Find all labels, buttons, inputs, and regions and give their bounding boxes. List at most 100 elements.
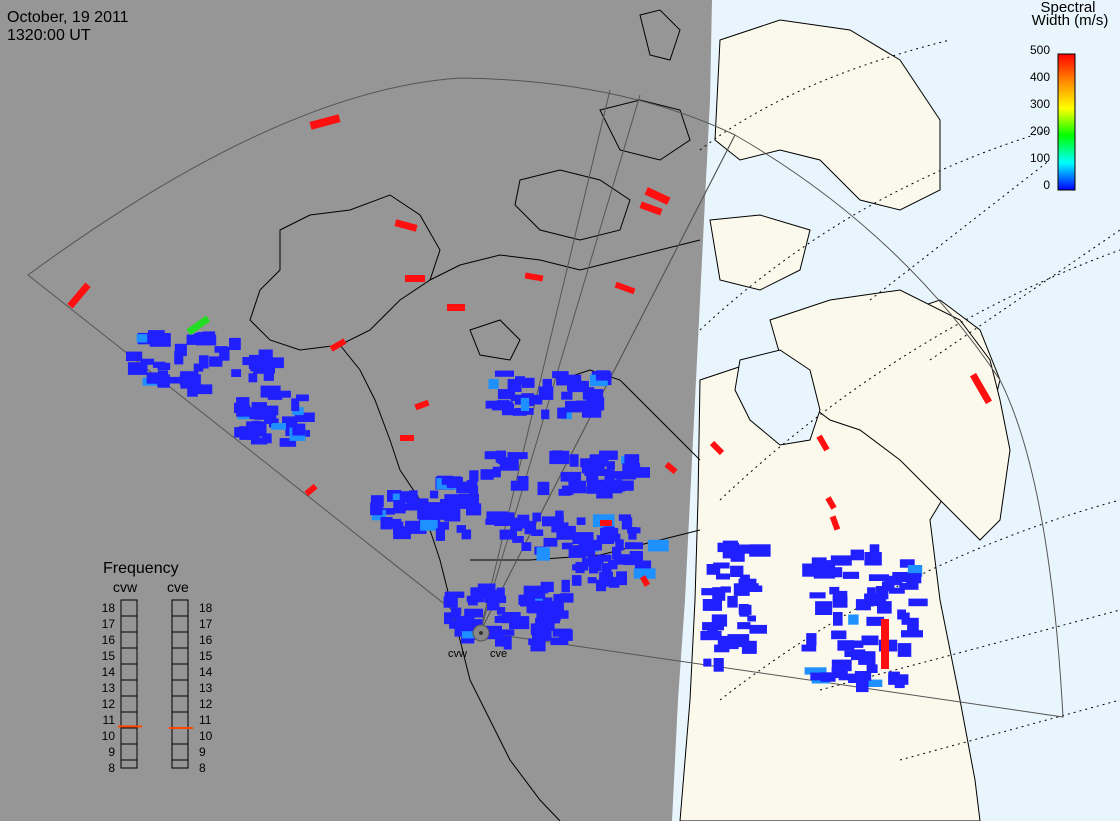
day-land-east bbox=[769, 289, 1011, 541]
echo-cell bbox=[616, 471, 637, 480]
echo-cell bbox=[296, 394, 309, 402]
echo-cell bbox=[415, 498, 429, 510]
echo-cell bbox=[455, 615, 475, 625]
echo-cell-high bbox=[304, 483, 318, 497]
echo-cell bbox=[815, 601, 833, 615]
echo-cell bbox=[499, 457, 519, 471]
echo-cell bbox=[733, 544, 752, 554]
echo-cell bbox=[703, 658, 712, 667]
echo-cell bbox=[520, 594, 531, 607]
frequency-tick-right: 9 bbox=[199, 745, 206, 759]
echo-cell bbox=[497, 389, 516, 400]
echo-cell bbox=[496, 607, 506, 615]
echo-cell bbox=[294, 412, 315, 422]
echo-cell bbox=[492, 466, 501, 478]
echo-cell bbox=[153, 361, 166, 368]
frequency-tick-right: 15 bbox=[199, 649, 213, 663]
echo-cell bbox=[370, 495, 384, 506]
echo-cell bbox=[841, 640, 864, 648]
echo-cell bbox=[560, 471, 582, 482]
echo-cell bbox=[582, 405, 602, 418]
frequency-radar-left: cvw bbox=[113, 579, 138, 595]
echo-cell bbox=[512, 408, 527, 416]
echo-cell bbox=[907, 565, 923, 577]
echo-cell bbox=[838, 673, 859, 681]
radar-site-label-right: cve bbox=[490, 648, 508, 660]
echo-cell bbox=[749, 544, 771, 557]
echo-cell bbox=[520, 397, 530, 411]
echo-cell bbox=[380, 517, 393, 530]
echo-cell bbox=[572, 564, 589, 571]
echo-cell bbox=[612, 546, 622, 560]
echo-cell bbox=[561, 579, 570, 593]
echo-cell bbox=[549, 610, 569, 619]
echo-cell bbox=[741, 640, 757, 654]
frequency-tick-right: 13 bbox=[199, 681, 213, 695]
echo-cell bbox=[714, 644, 730, 653]
echo-cell bbox=[831, 667, 848, 679]
day-land-mid bbox=[709, 214, 811, 291]
echo-cell bbox=[495, 635, 504, 647]
echo-cell bbox=[292, 423, 306, 436]
echo-cell bbox=[477, 583, 496, 592]
echo-cell bbox=[507, 452, 528, 460]
echo-cell bbox=[428, 521, 449, 530]
echo-cell bbox=[877, 601, 892, 614]
colorbar-tick: 500 bbox=[1029, 43, 1050, 57]
echo-cell bbox=[500, 637, 511, 646]
echo-cell bbox=[267, 392, 283, 400]
echo-cell bbox=[901, 630, 923, 638]
frequency-tick-left: 10 bbox=[101, 729, 115, 743]
echo-cell bbox=[461, 529, 472, 540]
echo-cell bbox=[537, 481, 550, 496]
echo-cell bbox=[399, 491, 416, 503]
echo-cell bbox=[466, 480, 478, 491]
echo-cell bbox=[701, 588, 717, 596]
frequency-tick-left: 18 bbox=[101, 601, 115, 615]
echo-cell bbox=[804, 667, 827, 675]
echo-cell bbox=[865, 594, 887, 607]
echo-cell bbox=[813, 560, 832, 571]
echo-cell bbox=[510, 517, 523, 532]
colorbar-tick: 0 bbox=[1043, 178, 1050, 192]
echo-cell bbox=[894, 675, 905, 689]
echo-cell-high bbox=[709, 440, 725, 456]
frequency-tick-right: 11 bbox=[199, 713, 212, 727]
echo-cell bbox=[370, 502, 383, 516]
echo-cell bbox=[596, 488, 613, 499]
echo-cell bbox=[907, 617, 919, 631]
echo-cell bbox=[494, 616, 516, 623]
echo-cell bbox=[624, 542, 643, 550]
echo-cell bbox=[706, 564, 721, 575]
echo-cell bbox=[869, 544, 880, 556]
hudson-bay bbox=[734, 349, 821, 446]
echo-cell bbox=[647, 539, 669, 552]
echo-cell bbox=[601, 563, 612, 573]
echo-cell bbox=[842, 571, 860, 579]
echo-cell bbox=[844, 650, 864, 657]
frequency-tick-left: 9 bbox=[108, 745, 115, 759]
echo-cell bbox=[523, 585, 546, 599]
echo-cell bbox=[126, 351, 143, 362]
echo-cell-mid bbox=[186, 315, 211, 336]
echo-cell bbox=[567, 380, 589, 391]
echo-cell bbox=[712, 587, 726, 601]
echo-cell bbox=[572, 532, 594, 544]
echo-cell bbox=[582, 557, 598, 567]
echo-cell bbox=[250, 364, 260, 372]
echo-cell bbox=[716, 573, 730, 580]
echo-cell bbox=[623, 554, 639, 566]
echo-cell bbox=[174, 343, 187, 357]
echo-cell bbox=[580, 544, 590, 557]
echo-cell bbox=[262, 433, 272, 444]
echo-cell bbox=[488, 590, 503, 598]
echo-cell bbox=[897, 643, 912, 657]
echo-cell bbox=[587, 577, 597, 584]
frequency-tick-left: 15 bbox=[101, 649, 115, 663]
echo-cell bbox=[494, 370, 514, 377]
echo-cell bbox=[510, 394, 521, 401]
echo-cell bbox=[722, 550, 733, 559]
echo-cell bbox=[713, 562, 730, 569]
echo-cell bbox=[861, 635, 879, 646]
